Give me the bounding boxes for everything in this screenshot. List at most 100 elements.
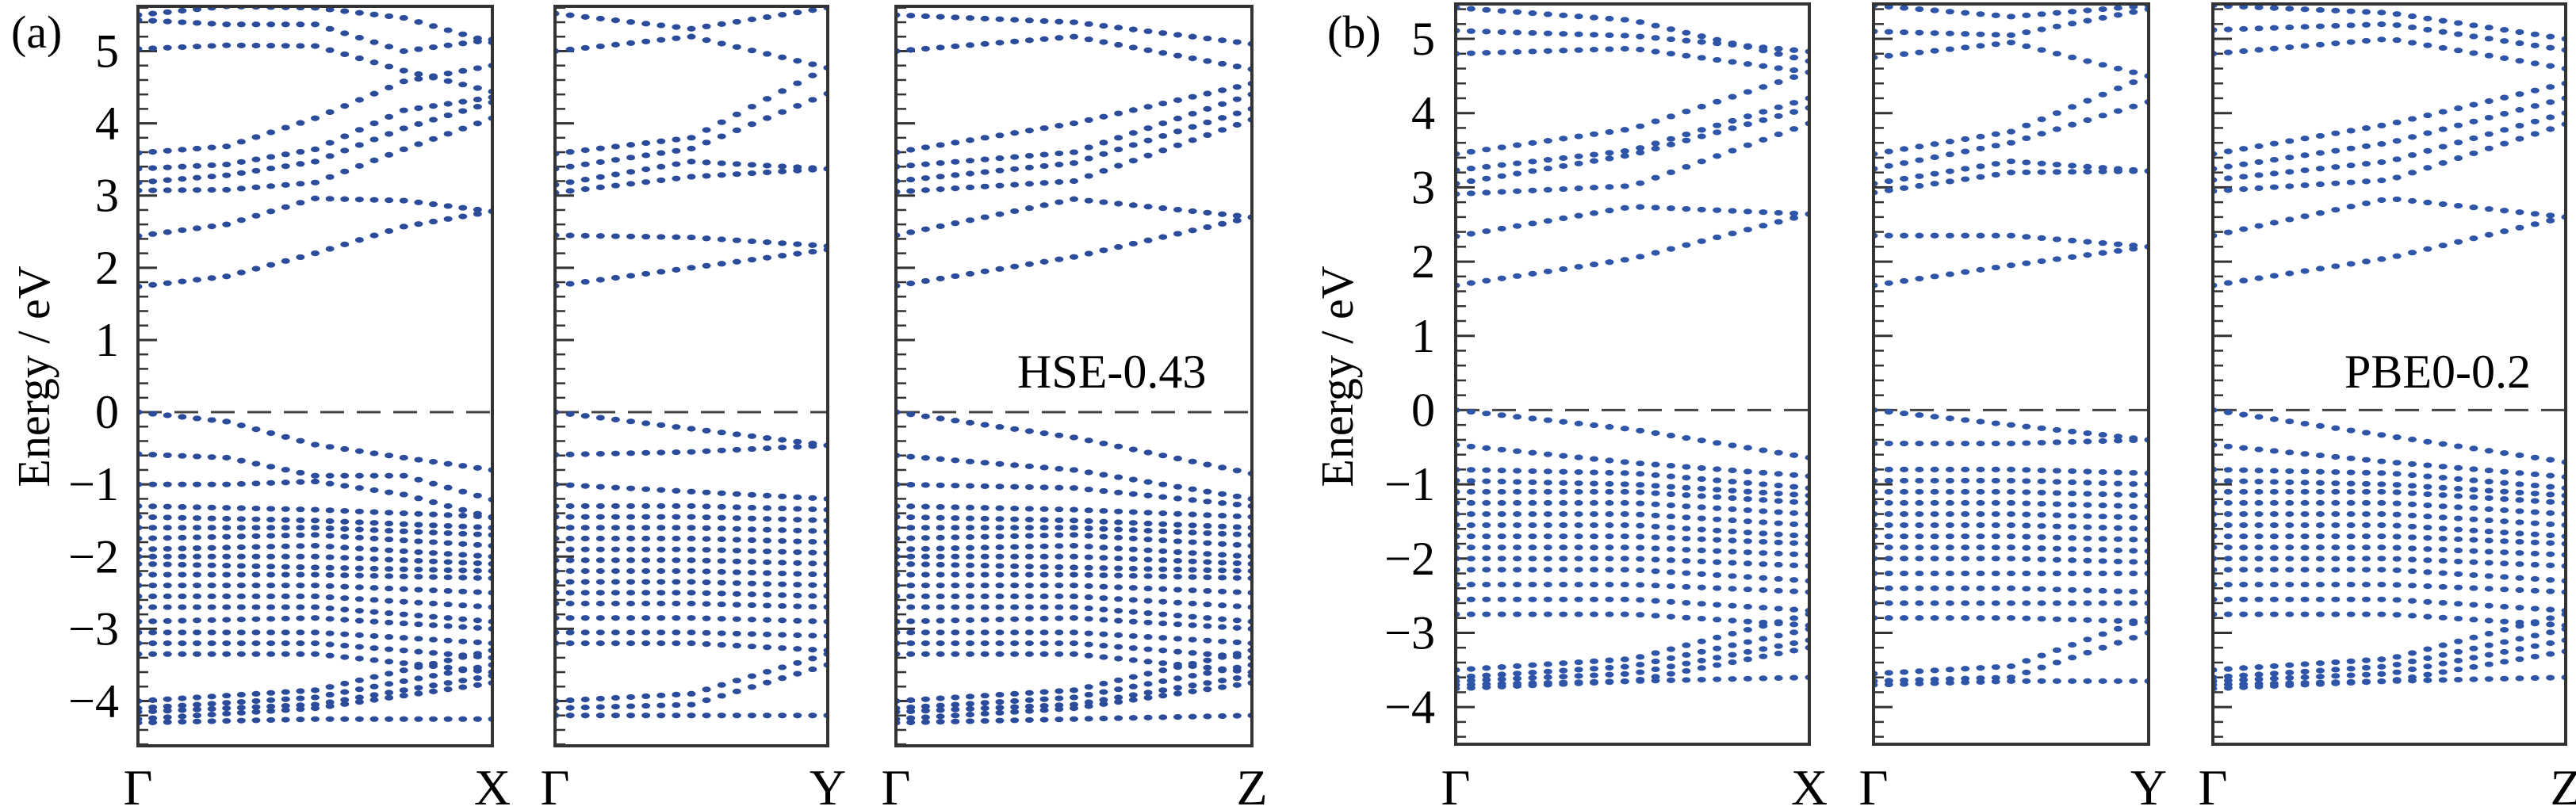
- band-point: [2223, 611, 2233, 617]
- band-point: [1128, 565, 1138, 572]
- band-point: [236, 480, 246, 487]
- band-point: [1218, 552, 1227, 558]
- band-point: [1010, 208, 1020, 215]
- band-point: [193, 174, 201, 181]
- band-point: [473, 575, 482, 581]
- band-point: [1976, 145, 1985, 152]
- band-point: [236, 544, 246, 551]
- band-point: [340, 103, 350, 109]
- band-point: [163, 719, 172, 725]
- band-point: [1636, 254, 1645, 260]
- band-point: [2377, 556, 2387, 562]
- band-point: [778, 602, 787, 609]
- band-point: [1884, 533, 1893, 540]
- band-point: [296, 437, 305, 444]
- band-point: [763, 602, 772, 609]
- band-point: [2392, 22, 2402, 29]
- band-point: [1188, 567, 1197, 573]
- band-point: [1620, 656, 1629, 663]
- band-point: [2129, 480, 2138, 487]
- band-point: [1010, 704, 1020, 710]
- band-point: [1158, 132, 1168, 139]
- y-tick-label: −2: [1384, 533, 1435, 585]
- band-point: [2239, 48, 2249, 55]
- band-point: [443, 27, 453, 33]
- band-point: [369, 556, 379, 562]
- band-point: [966, 483, 975, 489]
- band-point: [399, 678, 408, 685]
- band-point: [458, 40, 468, 47]
- band-point: [1024, 697, 1034, 703]
- band-point: [1513, 223, 1522, 229]
- band-point: [281, 615, 290, 622]
- band-point: [702, 127, 711, 133]
- band-point: [1128, 26, 1138, 32]
- band-point: [995, 563, 1005, 569]
- band-point: [1218, 530, 1227, 537]
- band-point: [2546, 606, 2555, 613]
- band-point: [595, 174, 605, 180]
- band-point: [2113, 525, 2122, 531]
- band-point: [1024, 181, 1034, 187]
- band-point: [1543, 11, 1552, 17]
- band-point: [2129, 492, 2138, 499]
- band-point: [2346, 678, 2356, 685]
- k-point-label-end: Z: [1236, 759, 1267, 810]
- band-point: [1218, 523, 1227, 529]
- band-point: [163, 18, 172, 25]
- band-point: [340, 654, 350, 660]
- band-point: [2377, 10, 2387, 16]
- band-point: [1713, 487, 1722, 493]
- band-point: [2500, 648, 2509, 655]
- band-point: [2377, 470, 2387, 476]
- band-point: [732, 446, 741, 453]
- band-point: [2469, 559, 2478, 565]
- band-point: [1143, 510, 1153, 516]
- band-point: [1070, 178, 1078, 185]
- band-point: [1482, 467, 1491, 473]
- band-point: [1915, 615, 1924, 621]
- band-point: [163, 187, 172, 193]
- band-point: [178, 571, 187, 578]
- band-point: [296, 702, 305, 709]
- band-point: [1651, 545, 1660, 552]
- band-point: [1128, 107, 1138, 113]
- band-point: [281, 163, 290, 170]
- band-point: [778, 88, 787, 94]
- band-point: [236, 185, 246, 192]
- band-point: [1173, 548, 1182, 556]
- band-point: [2515, 29, 2524, 36]
- band-point: [626, 600, 636, 607]
- band-point: [325, 196, 335, 202]
- band-point: [1915, 412, 1924, 418]
- band-point: [702, 615, 711, 621]
- band-point: [626, 273, 636, 279]
- band-point: [443, 502, 453, 510]
- band-point: [1743, 142, 1752, 148]
- band-point: [1574, 153, 1583, 159]
- band-point: [717, 713, 726, 719]
- band-point: [2546, 629, 2555, 636]
- band-point: [1203, 680, 1212, 686]
- band-point: [1482, 29, 1491, 35]
- band-point: [687, 33, 696, 40]
- band-point: [641, 546, 651, 552]
- band-point: [921, 651, 930, 657]
- band-point: [2098, 62, 2107, 68]
- band-point: [1743, 639, 1752, 645]
- band-point: [2423, 502, 2432, 509]
- band-point: [921, 161, 930, 167]
- band-point: [1039, 651, 1049, 657]
- band-point: [702, 697, 711, 704]
- band-point: [778, 664, 787, 671]
- band-point: [2469, 537, 2478, 543]
- band-point: [1900, 5, 1909, 11]
- band-point: [2392, 489, 2402, 495]
- band-point: [2098, 547, 2107, 553]
- band-point: [340, 472, 350, 479]
- band-point: [266, 525, 276, 531]
- band-point: [2484, 661, 2494, 667]
- band-point: [626, 629, 636, 636]
- band-point: [2300, 136, 2310, 142]
- band-point: [1915, 182, 1924, 189]
